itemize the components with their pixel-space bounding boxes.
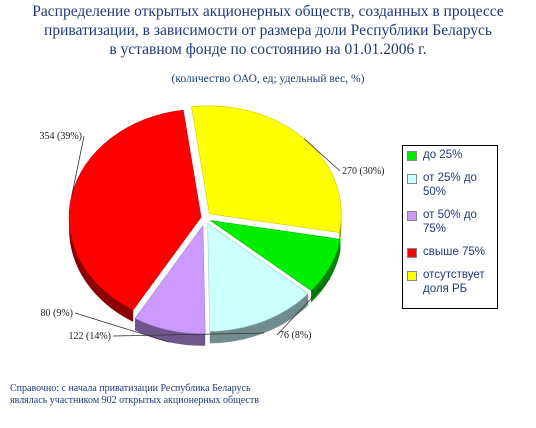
legend-swatch — [407, 174, 417, 184]
chart-legend: до 25% от 25% до 50% от 50% до 75% свыше 75… — [402, 145, 498, 309]
chart-title: Распределение открытых акционерных общес… — [0, 2, 536, 59]
legend-label: до 25% — [423, 149, 463, 161]
footnote: Справочно: с начала приватизации Республ… — [10, 383, 310, 407]
slice-side — [339, 213, 342, 245]
pie-slice — [207, 222, 309, 332]
pie-slice — [68, 109, 202, 311]
data-label: 270 (30%) — [342, 166, 385, 177]
title-line: приватизации, в зависимости от размера д… — [44, 22, 492, 39]
legend-item: от 25% до 50% — [407, 171, 493, 199]
slice-side — [311, 239, 341, 303]
footnote-line: Справочно: с начала приватизации Республ… — [10, 383, 251, 394]
leader-line — [304, 138, 341, 172]
footnote-line: являлась участником 902 открытых акционе… — [10, 395, 259, 406]
legend-swatch — [407, 211, 417, 221]
leader-line — [74, 312, 169, 343]
pie-slice — [191, 105, 342, 233]
title-line: Распределение открытых акционерных общес… — [32, 3, 504, 20]
legend-label: отсутствует доля РБ — [423, 269, 485, 295]
legend-label: от 50% до 75% — [423, 209, 477, 235]
legend-item: до 25% — [407, 148, 493, 162]
leader-line — [276, 278, 331, 336]
chart-subtitle: (количество ОАО, ед; удельный вес, %) — [171, 73, 365, 85]
legend-swatch — [407, 151, 417, 161]
legend-item: отсутствует доля РБ — [407, 268, 493, 296]
leader-line — [112, 332, 265, 337]
data-label: 354 (39%) — [40, 131, 83, 142]
legend-item: свыше 75% — [407, 245, 493, 259]
data-label: 122 (14%) — [69, 331, 112, 342]
data-label: 80 (9%) — [41, 308, 74, 319]
slice-side — [69, 217, 134, 322]
leader-line — [71, 135, 85, 196]
legend-swatch — [407, 248, 417, 258]
slice-side — [135, 318, 206, 346]
pie-slice — [210, 220, 341, 291]
data-label: 76 (8%) — [279, 330, 312, 341]
slice-side — [209, 293, 309, 344]
legend-swatch — [407, 271, 417, 281]
title-line: в уставном фонде по состоянию на 01.01.2… — [109, 41, 427, 58]
legend-label: свыше 75% — [423, 246, 485, 258]
legend-item: от 50% до 75% — [407, 208, 493, 236]
pie-slice — [134, 224, 206, 335]
legend-label: от 25% до 50% — [423, 172, 477, 198]
